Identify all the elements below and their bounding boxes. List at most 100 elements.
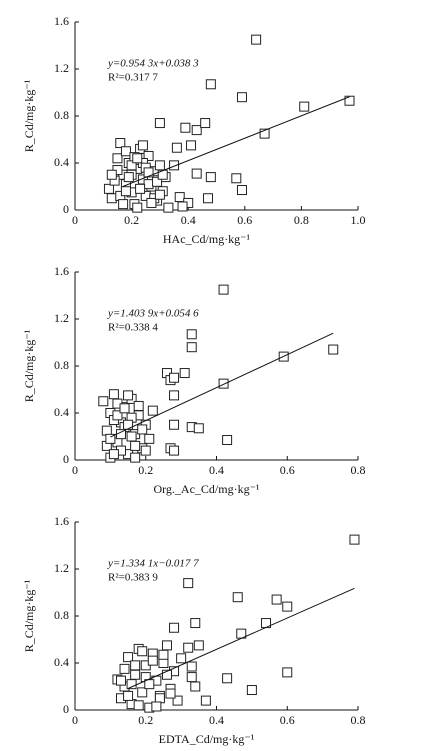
point: [126, 679, 137, 690]
point: [165, 688, 176, 699]
y-tick-label: 0: [63, 452, 69, 466]
point: [146, 197, 157, 208]
x-tick-label: 0.4: [181, 213, 196, 227]
point: [282, 601, 293, 612]
x-axis-label: HAc_Cd/mg·kg⁻¹: [163, 232, 251, 246]
point: [190, 681, 201, 692]
x-tick-label: 0.2: [124, 213, 139, 227]
point: [218, 284, 229, 295]
point: [169, 622, 180, 633]
point: [169, 372, 180, 383]
point: [161, 669, 172, 680]
point: [154, 693, 165, 704]
point: [171, 142, 182, 153]
y-tick-label: 1.2: [54, 561, 69, 575]
point: [143, 150, 154, 161]
point: [119, 403, 130, 414]
point: [144, 679, 155, 690]
x-tick-label: 0.8: [351, 713, 366, 727]
equation: y=1.334 1x−0.017 7: [107, 558, 199, 570]
point: [179, 368, 190, 379]
point: [183, 578, 194, 589]
y-tick-label: 0: [63, 202, 69, 216]
point: [101, 425, 112, 436]
point: [112, 410, 123, 421]
point: [158, 658, 169, 668]
x-tick-label: 0.6: [237, 213, 252, 227]
point: [174, 192, 185, 203]
point: [158, 649, 169, 660]
r-squared: R²=0.338 4: [108, 322, 158, 334]
point: [176, 653, 187, 664]
point: [236, 92, 247, 103]
x-tick-label: 0.6: [280, 463, 295, 477]
point: [299, 101, 310, 112]
point: [259, 128, 270, 139]
point: [349, 534, 360, 545]
x-tick-label: 0: [72, 213, 78, 227]
y-tick-label: 1.2: [54, 311, 69, 325]
point: [108, 389, 119, 400]
point: [152, 176, 163, 187]
point: [147, 405, 158, 416]
x-tick-label: 0.4: [209, 463, 224, 477]
point: [191, 168, 202, 179]
x-tick-label: 0: [72, 713, 78, 727]
point: [169, 445, 180, 456]
point: [147, 655, 158, 666]
point: [177, 201, 188, 212]
point: [169, 160, 180, 171]
r-squared: R²=0.317 7: [108, 72, 158, 84]
point: [186, 329, 197, 340]
point: [193, 423, 204, 434]
point: [137, 687, 148, 698]
point: [118, 199, 129, 210]
point: [186, 661, 197, 672]
point: [115, 138, 126, 149]
point: [119, 663, 130, 674]
point: [108, 449, 119, 460]
point: [344, 95, 355, 106]
point: [163, 202, 174, 213]
x-tick-label: 0: [72, 463, 78, 477]
point: [246, 685, 257, 696]
point: [203, 193, 214, 204]
point: [154, 118, 165, 129]
y-tick-label: 1.6: [54, 14, 69, 28]
point: [137, 646, 148, 657]
point: [200, 695, 211, 706]
point: [154, 189, 165, 200]
x-tick-label: 0.2: [138, 713, 153, 727]
point: [135, 183, 146, 194]
fit-line: [127, 587, 355, 689]
point: [123, 652, 134, 663]
point: [133, 400, 144, 411]
y-tick-label: 0.4: [54, 655, 69, 669]
point: [218, 378, 229, 389]
x-axis-label: EDTA_Cd/mg·kg⁻¹: [159, 732, 255, 746]
equation: y=1.403 9x+0.054 6: [107, 308, 199, 320]
point: [205, 172, 216, 183]
point: [132, 202, 143, 213]
point: [105, 433, 116, 444]
point: [186, 140, 197, 151]
point: [103, 183, 114, 194]
point: [172, 695, 183, 706]
y-axis-label: R_Cd/mg·kg⁻¹: [22, 79, 36, 152]
point: [180, 122, 191, 133]
point: [154, 160, 165, 171]
point: [137, 140, 148, 151]
x-axis-label: Org._Ac_Cd/mg·kg⁻¹: [153, 482, 259, 496]
y-tick-label: 0.8: [54, 608, 69, 622]
point: [169, 419, 180, 430]
point: [126, 160, 137, 171]
point: [191, 125, 202, 136]
y-axis-label: R_Cd/mg·kg⁻¹: [22, 329, 36, 402]
point: [143, 179, 154, 190]
y-axis-label: R_Cd/mg·kg⁻¹: [22, 579, 36, 652]
point: [190, 618, 201, 629]
point: [186, 342, 197, 353]
x-tick-label: 0.2: [138, 463, 153, 477]
y-tick-label: 0.4: [54, 405, 69, 419]
